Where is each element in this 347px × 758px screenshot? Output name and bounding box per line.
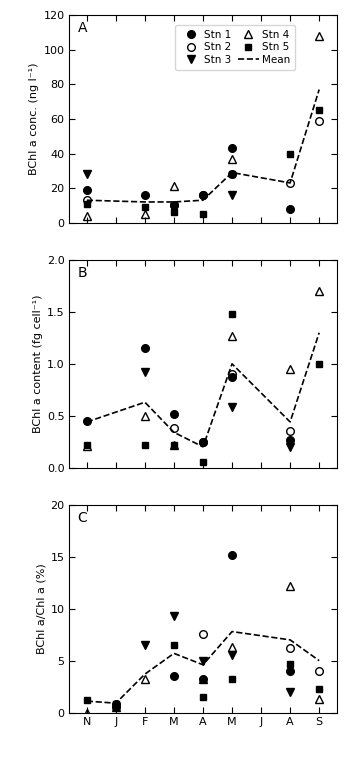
Text: C: C bbox=[77, 511, 87, 525]
Text: A: A bbox=[77, 21, 87, 36]
Legend: Stn 1, Stn 2, Stn 3, Stn 4, Stn 5, Mean: Stn 1, Stn 2, Stn 3, Stn 4, Stn 5, Mean bbox=[175, 24, 295, 70]
Text: B: B bbox=[77, 266, 87, 280]
Y-axis label: BChl a content (fg cell⁻¹): BChl a content (fg cell⁻¹) bbox=[33, 295, 43, 433]
Y-axis label: BChl a/Chl a (%): BChl a/Chl a (%) bbox=[36, 563, 46, 654]
Y-axis label: BChl a conc. (ng l⁻¹): BChl a conc. (ng l⁻¹) bbox=[29, 63, 39, 175]
